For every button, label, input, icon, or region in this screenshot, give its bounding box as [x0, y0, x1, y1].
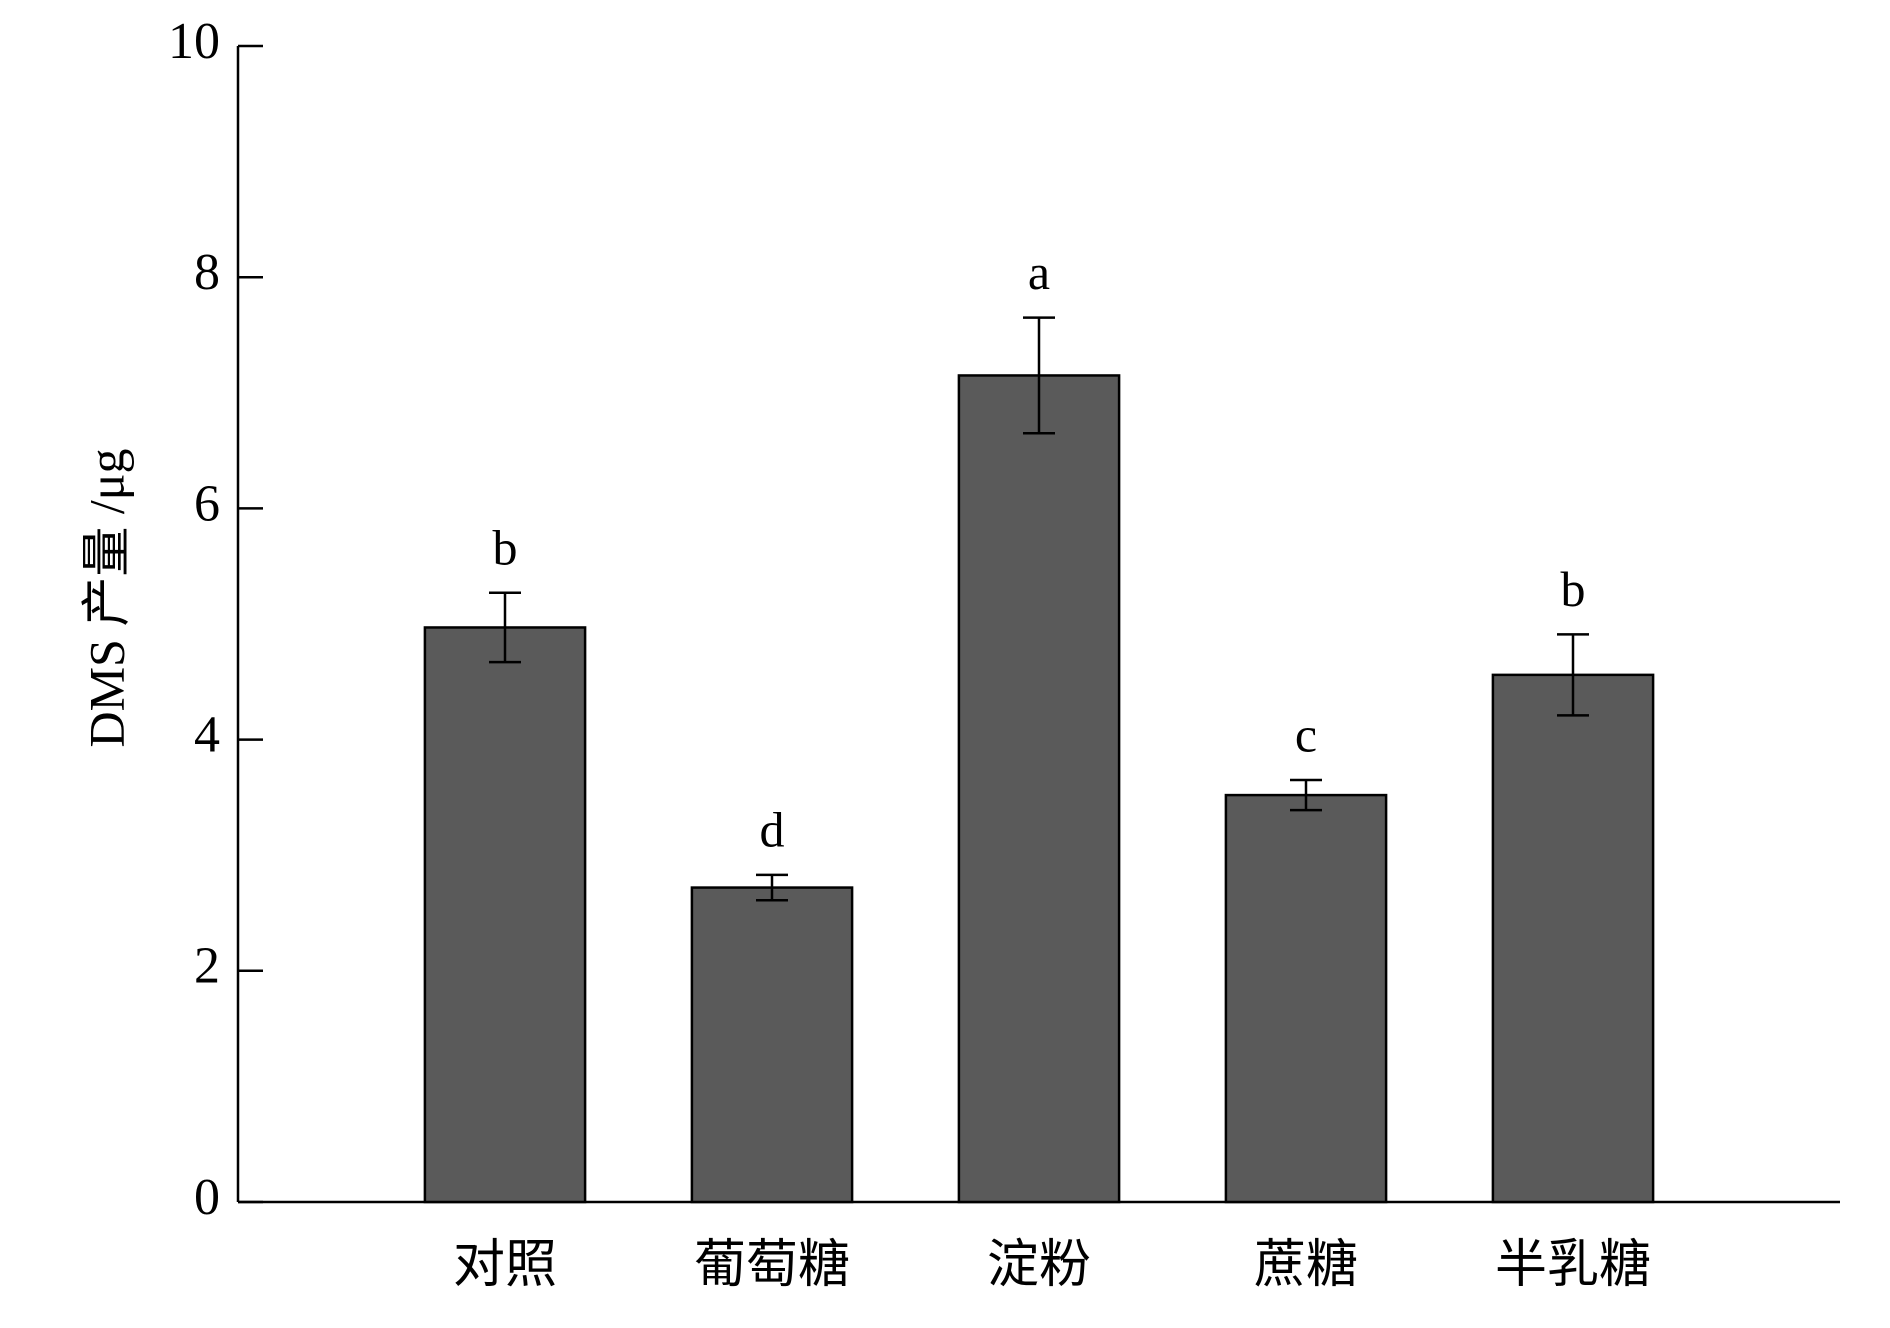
x-tick-label: 对照: [453, 1237, 557, 1294]
x-tick-label: 淀粉: [987, 1237, 1091, 1294]
y-tick-label: 6: [194, 475, 220, 532]
x-tick-label: 葡萄糖: [694, 1237, 850, 1294]
bar: [1491, 673, 1655, 1204]
y-tick-label: 0: [194, 1169, 220, 1226]
significance-letter: b: [493, 519, 518, 575]
bar: [1224, 793, 1388, 1204]
significance-letter: c: [1295, 707, 1317, 763]
bar: [690, 886, 854, 1204]
significance-letter: a: [1028, 244, 1050, 300]
y-tick-label: 8: [194, 244, 220, 301]
y-tick-label: 4: [194, 707, 220, 764]
y-axis-label: DMS 产量 /μg: [78, 448, 134, 747]
y-tick-label: 10: [168, 13, 220, 70]
x-tick-label: 蔗糖: [1254, 1237, 1358, 1294]
bar: [957, 374, 1121, 1204]
significance-letter: d: [760, 801, 785, 857]
x-tick-label: 半乳糖: [1495, 1237, 1651, 1294]
bar: [423, 626, 587, 1204]
significance-letter: b: [1561, 561, 1586, 617]
y-tick-label: 2: [194, 938, 220, 995]
